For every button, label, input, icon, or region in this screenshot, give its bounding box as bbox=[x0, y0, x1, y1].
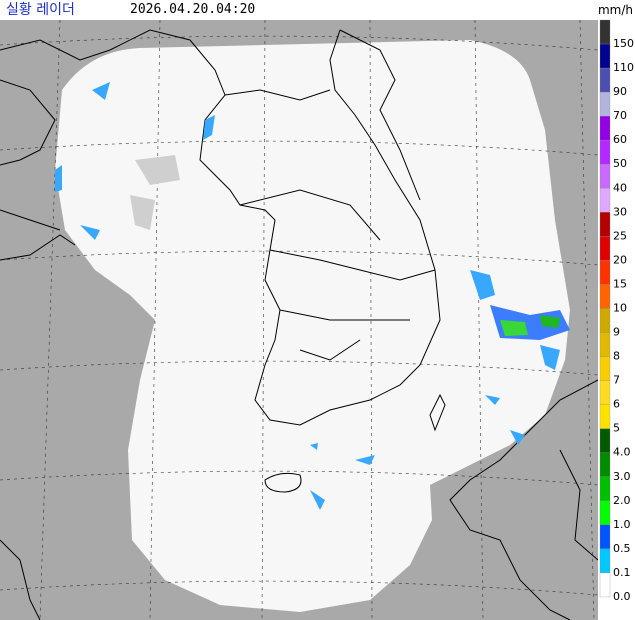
legend-swatch bbox=[599, 404, 611, 429]
legend-label: 5 bbox=[613, 422, 620, 435]
legend-label: 15 bbox=[613, 277, 627, 290]
legend-label: 0.5 bbox=[613, 542, 631, 555]
legend-swatch bbox=[599, 380, 611, 405]
legend-swatch bbox=[599, 284, 611, 309]
legend-label: 0.1 bbox=[613, 566, 631, 579]
legend-label: 20 bbox=[613, 253, 627, 266]
legend-swatch bbox=[599, 332, 611, 357]
legend-swatch bbox=[599, 500, 611, 525]
legend-swatch bbox=[599, 452, 611, 477]
legend-label: 25 bbox=[613, 229, 627, 242]
legend-swatch bbox=[599, 91, 611, 117]
legend-swatch bbox=[599, 67, 611, 93]
legend-label: 1.0 bbox=[613, 518, 631, 531]
legend-label: 10 bbox=[613, 301, 627, 314]
legend-label: 8 bbox=[613, 350, 620, 363]
legend-swatch bbox=[599, 260, 611, 285]
legend-swatch bbox=[599, 116, 611, 141]
legend: 150 110 90 70 60 50 40 30 25 20 15 10 9 8 7 6 5 4.0 3.0 2.0… bbox=[599, 19, 634, 603]
legend-swatch bbox=[599, 236, 611, 261]
timestamp: 2026.04.20.04:20 bbox=[130, 2, 256, 17]
legend-label: 2.0 bbox=[613, 494, 631, 507]
legend-swatch bbox=[599, 164, 611, 189]
unit: mm/h bbox=[597, 3, 633, 17]
legend-swatch bbox=[599, 43, 611, 69]
legend-swatch bbox=[599, 428, 611, 453]
legend-label: 0.0 bbox=[613, 590, 631, 603]
legend-swatch bbox=[599, 524, 611, 550]
legend-swatch bbox=[599, 356, 611, 381]
legend-label: 150 bbox=[613, 37, 634, 50]
legend-swatch bbox=[599, 140, 611, 165]
legend-label: 9 bbox=[613, 326, 620, 339]
legend-swatch bbox=[599, 19, 611, 45]
legend-swatch bbox=[599, 308, 611, 333]
radar-map bbox=[0, 20, 598, 620]
legend-label: 30 bbox=[613, 205, 627, 218]
legend-label: 6 bbox=[613, 398, 620, 411]
title: 실황 레이더 bbox=[6, 2, 75, 18]
legend-label: 7 bbox=[613, 374, 620, 387]
legend-swatch bbox=[599, 476, 611, 501]
legend-swatch bbox=[599, 572, 611, 598]
legend-label: 50 bbox=[613, 157, 627, 170]
legend-label: 110 bbox=[613, 61, 634, 74]
coastline bbox=[0, 29, 598, 620]
legend-swatch bbox=[599, 212, 611, 237]
legend-label: 90 bbox=[613, 85, 627, 98]
precipitation bbox=[55, 82, 570, 510]
legend-swatch bbox=[599, 548, 611, 574]
legend-label: 4.0 bbox=[613, 446, 631, 459]
legend-label: 70 bbox=[613, 109, 627, 122]
legend-label: 40 bbox=[613, 181, 627, 194]
legend-swatch bbox=[599, 188, 611, 213]
legend-label: 3.0 bbox=[613, 470, 631, 483]
legend-label: 60 bbox=[613, 133, 627, 146]
radar-coverage bbox=[55, 40, 570, 612]
